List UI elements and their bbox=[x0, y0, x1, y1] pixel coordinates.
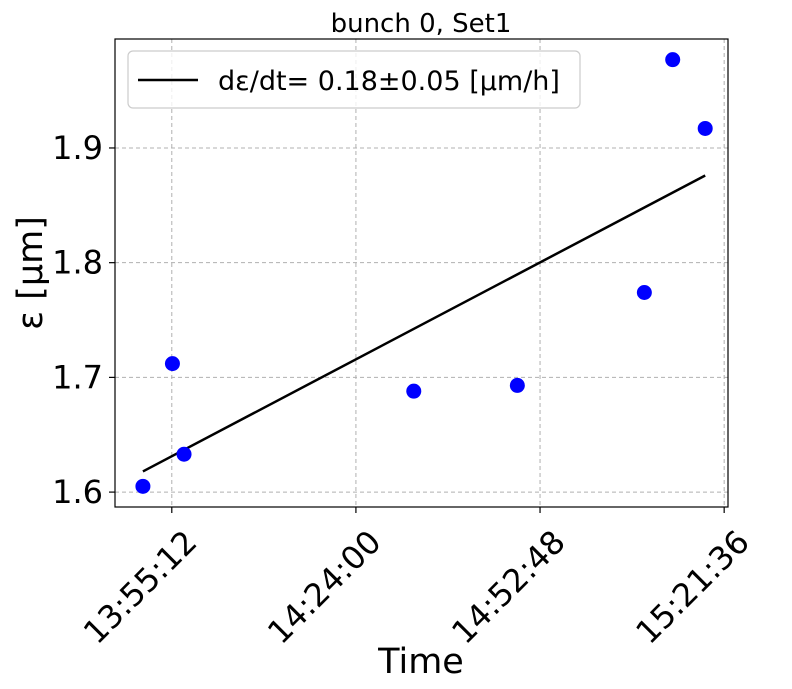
x-tick-label: 14:24:00 bbox=[260, 523, 388, 651]
y-tick-label: 1.6 bbox=[52, 473, 103, 511]
data-point bbox=[135, 478, 151, 494]
legend-label: dε/dt= 0.18±0.05 [μm/h] bbox=[218, 66, 560, 97]
grid bbox=[115, 39, 728, 507]
y-tick-label: 1.7 bbox=[52, 358, 103, 396]
x-tick-label: 14:52:48 bbox=[444, 523, 572, 651]
x-axis-label: Time bbox=[377, 642, 464, 682]
data-point bbox=[164, 356, 180, 372]
data-points bbox=[135, 52, 713, 494]
data-point bbox=[665, 52, 681, 68]
x-axis-ticks: 13:55:12 14:24:00 14:52:48 15:21:36 bbox=[76, 507, 757, 651]
fit-line bbox=[142, 174, 706, 473]
chart-title: bunch 0, Set1 bbox=[331, 9, 512, 39]
data-point bbox=[509, 377, 525, 393]
data-point bbox=[176, 446, 192, 462]
data-point bbox=[636, 285, 652, 300]
data-point bbox=[406, 383, 422, 399]
plot-area-frame bbox=[114, 38, 729, 508]
y-axis-label: ε [μm] bbox=[11, 216, 51, 330]
y-tick-label: 1.8 bbox=[52, 244, 103, 282]
x-tick-label: 13:55:12 bbox=[76, 523, 204, 651]
data-point bbox=[697, 120, 713, 136]
fit-line-group bbox=[142, 174, 706, 473]
legend-box bbox=[127, 50, 581, 109]
legend: dε/dt= 0.18±0.05 [μm/h] bbox=[127, 50, 581, 109]
x-tick-label: 15:21:36 bbox=[628, 523, 756, 651]
y-tick-label: 1.9 bbox=[52, 129, 103, 167]
y-axis-ticks: 1.6 1.7 1.8 1.9 bbox=[52, 129, 115, 511]
